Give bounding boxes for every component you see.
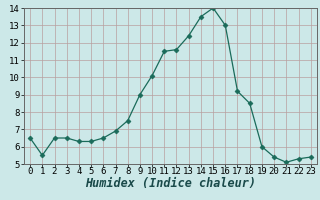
X-axis label: Humidex (Indice chaleur): Humidex (Indice chaleur) [85, 177, 256, 190]
